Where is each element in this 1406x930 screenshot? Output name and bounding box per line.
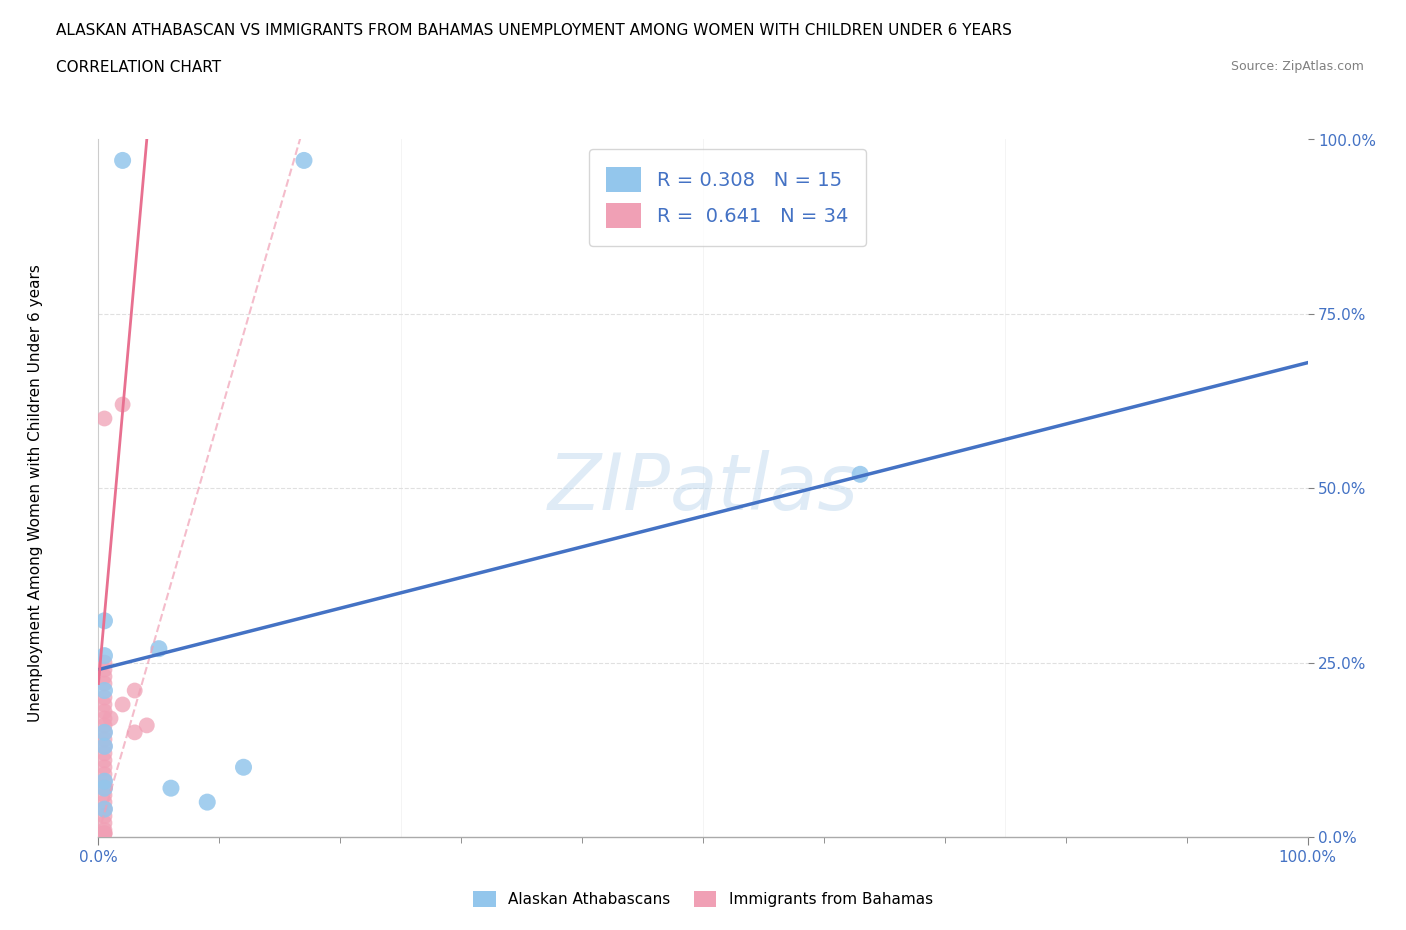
Point	[93, 774, 115, 789]
Point	[148, 642, 170, 657]
Point	[93, 809, 115, 824]
Point	[93, 676, 115, 691]
Text: ZIPatlas: ZIPatlas	[547, 450, 859, 526]
Point	[124, 725, 146, 740]
Point	[93, 823, 115, 837]
Point	[93, 670, 115, 684]
Point	[93, 802, 115, 817]
Text: ALASKAN ATHABASCAN VS IMMIGRANTS FROM BAHAMAS UNEMPLOYMENT AMONG WOMEN WITH CHIL: ALASKAN ATHABASCAN VS IMMIGRANTS FROM BA…	[56, 23, 1012, 38]
Point	[93, 614, 115, 629]
Point	[124, 683, 146, 698]
Point	[195, 794, 218, 809]
Point	[292, 153, 315, 168]
Point	[93, 826, 115, 841]
Point	[232, 760, 254, 775]
Point	[93, 648, 115, 663]
Point	[93, 718, 115, 733]
Point	[100, 711, 122, 725]
Point	[93, 655, 115, 670]
Point	[135, 718, 157, 733]
Point	[93, 411, 115, 426]
Point	[111, 153, 134, 168]
Point	[93, 725, 115, 740]
Point	[93, 725, 115, 740]
Point	[93, 698, 115, 712]
Point	[93, 732, 115, 747]
Point	[93, 711, 115, 725]
Point	[849, 467, 872, 482]
Point	[93, 753, 115, 768]
Point	[93, 826, 115, 841]
Point	[93, 802, 115, 817]
Point	[93, 690, 115, 705]
Point	[93, 781, 115, 796]
Text: Source: ZipAtlas.com: Source: ZipAtlas.com	[1230, 60, 1364, 73]
Point	[93, 704, 115, 719]
Point	[111, 698, 134, 712]
Point	[93, 683, 115, 698]
Point	[111, 397, 134, 412]
Point	[93, 826, 115, 841]
Point	[93, 662, 115, 677]
Point	[93, 781, 115, 796]
Point	[93, 760, 115, 775]
Point	[160, 781, 183, 796]
Point	[93, 738, 115, 753]
Point	[93, 816, 115, 830]
Point	[93, 774, 115, 789]
Point	[93, 794, 115, 809]
Point	[93, 738, 115, 753]
Point	[93, 746, 115, 761]
Point	[93, 766, 115, 781]
Point	[93, 788, 115, 803]
Text: Unemployment Among Women with Children Under 6 years: Unemployment Among Women with Children U…	[28, 264, 42, 722]
Text: CORRELATION CHART: CORRELATION CHART	[56, 60, 221, 75]
Legend: Alaskan Athabascans, Immigrants from Bahamas: Alaskan Athabascans, Immigrants from Bah…	[467, 884, 939, 913]
